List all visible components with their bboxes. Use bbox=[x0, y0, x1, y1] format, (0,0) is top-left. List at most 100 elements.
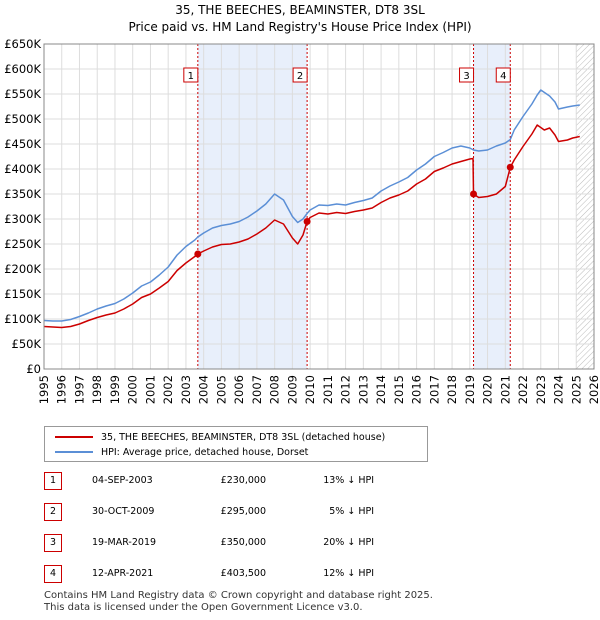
transaction-point bbox=[470, 190, 478, 198]
x-tick-label: 2006 bbox=[232, 375, 246, 404]
footer-line-2: This data is licensed under the Open Gov… bbox=[44, 602, 363, 613]
x-tick-label: 2001 bbox=[143, 375, 157, 404]
transaction-point bbox=[194, 250, 202, 258]
shaded-period bbox=[473, 44, 511, 369]
x-tick-label: 2007 bbox=[250, 375, 264, 404]
transaction-row: 1 04-SEP-2003 £230,000 13% ↓ HPI bbox=[44, 472, 444, 503]
legend-swatch-property bbox=[55, 436, 93, 438]
transaction-number: 3 bbox=[44, 534, 62, 552]
x-tick-label: 2015 bbox=[392, 375, 406, 404]
transaction-label: 4 bbox=[500, 71, 506, 82]
transaction-date: 30-OCT-2009 bbox=[92, 506, 155, 517]
x-tick-label: 2003 bbox=[179, 375, 193, 404]
x-tick-label: 2012 bbox=[339, 375, 353, 404]
x-tick-label: 1999 bbox=[108, 375, 122, 404]
x-tick-label: 1996 bbox=[55, 375, 69, 404]
shaded-period bbox=[197, 44, 308, 369]
x-tick-label: 2005 bbox=[214, 375, 228, 404]
legend-swatch-hpi bbox=[55, 451, 93, 453]
y-tick-label: £300K bbox=[4, 212, 41, 226]
x-tick-label: 1995 bbox=[37, 375, 51, 404]
transaction-point bbox=[506, 163, 514, 171]
y-tick-label: £150K bbox=[4, 287, 41, 301]
transaction-price: £295,000 bbox=[220, 506, 266, 517]
y-tick-label: £0 bbox=[26, 362, 41, 376]
transaction-label-box bbox=[183, 67, 199, 83]
x-tick-label: 2016 bbox=[410, 375, 424, 404]
x-tick-label: 2026 bbox=[587, 375, 600, 404]
transaction-row: 4 12-APR-2021 £403,500 12% ↓ HPI bbox=[44, 565, 444, 596]
legend: 35, THE BEECHES, BEAMINSTER, DT8 3SL (de… bbox=[44, 426, 428, 462]
x-tick-label: 2020 bbox=[481, 375, 495, 404]
x-tick-label: 2009 bbox=[285, 375, 299, 404]
x-tick-label: 2010 bbox=[303, 375, 317, 404]
transaction-hpi-diff: 13% ↓ HPI bbox=[323, 475, 374, 486]
transaction-number: 1 bbox=[44, 472, 62, 490]
x-tick-label: 2000 bbox=[126, 375, 140, 404]
transaction-label-box bbox=[459, 67, 475, 83]
property-series-line bbox=[43, 124, 580, 329]
x-tick-label: 2019 bbox=[463, 375, 477, 404]
price-chart: 1 2 3 4 £0 £50K £100K £150K £200K £250K £300K £350… bbox=[4, 37, 600, 404]
transaction-price: £403,500 bbox=[220, 568, 266, 579]
x-tick-label: 2018 bbox=[445, 375, 459, 404]
title-line-1: 35, THE BEECHES, BEAMINSTER, DT8 3SL bbox=[175, 3, 425, 17]
x-tick-label: 1997 bbox=[72, 375, 86, 404]
chart-title: 35, THE BEECHES, BEAMINSTER, DT8 3SL Pri… bbox=[0, 0, 600, 36]
x-tick-label: 2022 bbox=[516, 375, 530, 404]
legend-item-hpi: HPI: Average price, detached house, Dors… bbox=[55, 445, 308, 459]
x-tick-label: 2021 bbox=[498, 375, 512, 404]
y-tick-label: £200K bbox=[4, 262, 41, 276]
future-hatch-region bbox=[576, 44, 594, 369]
y-tick-label: £50K bbox=[12, 337, 42, 351]
x-tick-label: 2025 bbox=[569, 375, 583, 404]
y-tick-label: £450K bbox=[4, 137, 41, 151]
x-tick-label: 2002 bbox=[161, 375, 175, 404]
footer-attribution: Contains HM Land Registry data © Crown c… bbox=[44, 590, 433, 614]
transaction-label-box bbox=[495, 67, 511, 83]
legend-label-property: 35, THE BEECHES, BEAMINSTER, DT8 3SL (de… bbox=[101, 431, 386, 443]
transaction-hpi-diff: 12% ↓ HPI bbox=[323, 568, 374, 579]
x-tick-label: 2017 bbox=[427, 375, 441, 404]
transaction-date: 04-SEP-2003 bbox=[92, 475, 153, 486]
transaction-number: 2 bbox=[44, 503, 62, 521]
x-tick-label: 2023 bbox=[534, 375, 548, 404]
title-line-2: Price paid vs. HM Land Registry's House … bbox=[128, 20, 472, 34]
x-tick-label: 2014 bbox=[374, 375, 388, 404]
legend-label-hpi: HPI: Average price, detached house, Dors… bbox=[101, 446, 309, 458]
transaction-label: 1 bbox=[188, 71, 194, 82]
y-tick-label: £650K bbox=[4, 37, 41, 51]
hpi-series-line bbox=[43, 89, 580, 322]
y-tick-label: £550K bbox=[4, 87, 41, 101]
transaction-hpi-diff: 20% ↓ HPI bbox=[323, 537, 374, 548]
x-tick-label: 1998 bbox=[90, 375, 104, 404]
x-tick-label: 2004 bbox=[197, 375, 211, 404]
transaction-price: £230,000 bbox=[220, 475, 266, 486]
transaction-label-box bbox=[292, 67, 308, 83]
plot-frame bbox=[43, 43, 595, 370]
y-tick-label: £500K bbox=[4, 112, 41, 126]
transaction-row: 2 30-OCT-2009 £295,000 5% ↓ HPI bbox=[44, 503, 444, 534]
transactions-table: 1 04-SEP-2003 £230,000 13% ↓ HPI 2 30-OC… bbox=[44, 472, 444, 596]
transaction-label: 3 bbox=[463, 71, 469, 82]
legend-item-property: 35, THE BEECHES, BEAMINSTER, DT8 3SL (de… bbox=[55, 430, 385, 444]
y-tick-label: £400K bbox=[4, 162, 41, 176]
footer-line-1: Contains HM Land Registry data © Crown c… bbox=[44, 590, 433, 601]
y-tick-label: £600K bbox=[4, 62, 41, 76]
transaction-number: 4 bbox=[44, 565, 62, 583]
transaction-point bbox=[303, 218, 311, 225]
y-tick-label: £350K bbox=[4, 187, 41, 201]
transaction-date: 12-APR-2021 bbox=[92, 568, 154, 579]
transaction-date: 19-MAR-2019 bbox=[92, 537, 157, 548]
transaction-price: £350,000 bbox=[220, 537, 266, 548]
transaction-label: 2 bbox=[297, 71, 303, 82]
plot-background bbox=[44, 44, 594, 369]
transaction-hpi-diff: 5% ↓ HPI bbox=[329, 506, 374, 517]
transaction-row: 3 19-MAR-2019 £350,000 20% ↓ HPI bbox=[44, 534, 444, 565]
x-tick-label: 2008 bbox=[268, 375, 282, 404]
x-tick-label: 2013 bbox=[356, 375, 370, 404]
y-tick-label: £250K bbox=[4, 237, 41, 251]
y-tick-label: £100K bbox=[4, 312, 41, 326]
x-tick-label: 2011 bbox=[321, 375, 335, 404]
x-tick-label: 2024 bbox=[552, 375, 566, 404]
